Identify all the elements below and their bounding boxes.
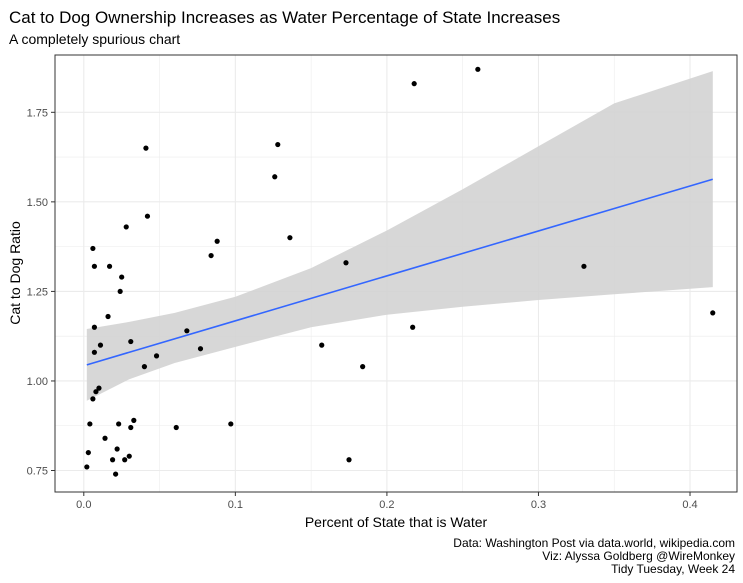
chart-title: Cat to Dog Ownership Increases as Water … — [9, 8, 561, 27]
panel-border — [54, 54, 738, 493]
data-point — [87, 421, 93, 427]
x-tick-label: 0.2 — [379, 499, 394, 511]
data-point — [360, 364, 366, 370]
data-point — [214, 238, 220, 244]
data-point — [141, 364, 148, 370]
data-point — [475, 66, 481, 72]
data-point — [97, 342, 104, 348]
chart-subtitle: A completely spurious chart — [9, 31, 181, 47]
x-axis-title: Percent of State that is Water — [305, 514, 488, 530]
data-point — [411, 81, 417, 87]
data-point — [114, 446, 120, 452]
data-point — [208, 252, 214, 259]
data-point — [106, 263, 113, 269]
data-point — [581, 263, 587, 269]
data-point — [143, 145, 149, 151]
data-point — [128, 424, 134, 431]
data-point — [91, 324, 98, 330]
x-tick-label: 0.1 — [228, 499, 243, 511]
y-tick-label: 1.00 — [27, 376, 48, 388]
y-axis-ticks: 0.75 1.00 1.25 1.50 1.75 — [27, 107, 55, 478]
data-point — [113, 471, 119, 477]
data-point — [85, 449, 91, 456]
data-point — [119, 274, 125, 280]
data-point — [128, 338, 134, 345]
data-point — [117, 288, 123, 295]
data-point — [109, 457, 116, 463]
caption-line-source: Data: Washington Post via data.world, wi… — [453, 536, 735, 550]
data-point — [116, 421, 122, 427]
data-point — [153, 353, 160, 359]
data-point — [343, 260, 349, 266]
data-point — [228, 421, 234, 427]
chart-caption: Data: Washington Post via data.world, wi… — [453, 537, 735, 576]
data-point — [122, 457, 128, 463]
data-point — [90, 245, 96, 252]
y-tick-label: 1.50 — [27, 197, 48, 209]
data-point — [197, 346, 204, 352]
data-point — [93, 389, 99, 395]
data-point — [123, 224, 129, 230]
y-tick-label: 1.75 — [27, 107, 48, 119]
data-point — [96, 385, 102, 391]
data-point — [319, 342, 325, 348]
caption-line-viz: Viz: Alyssa Goldberg @WireMonkey — [542, 549, 735, 563]
data-point — [105, 313, 111, 320]
grid-lines — [55, 55, 737, 492]
x-axis-ticks: 0.0 0.1 0.2 0.3 0.4 — [76, 492, 698, 511]
data-point — [346, 457, 352, 463]
data-point — [184, 328, 190, 334]
data-point — [90, 396, 96, 402]
y-axis-title: Cat to Dog Ratio — [7, 221, 23, 325]
data-point — [102, 435, 108, 441]
data-point — [272, 174, 278, 180]
data-points — [84, 66, 716, 477]
data-point — [144, 213, 151, 219]
caption-line-week: Tidy Tuesday, Week 24 — [611, 562, 735, 576]
x-tick-label: 0.0 — [76, 499, 91, 511]
data-point — [126, 453, 132, 459]
data-point — [131, 417, 137, 423]
x-tick-label: 0.3 — [531, 499, 546, 511]
data-point — [410, 324, 416, 330]
data-point — [710, 310, 716, 316]
x-tick-label: 0.4 — [682, 499, 697, 511]
data-point — [173, 424, 179, 431]
data-point — [84, 464, 90, 470]
y-tick-label: 1.25 — [27, 286, 48, 298]
data-point — [287, 235, 293, 241]
y-tick-label: 0.75 — [27, 466, 48, 478]
data-point — [91, 349, 98, 355]
confidence-band — [86, 71, 713, 401]
data-point — [91, 263, 98, 269]
trend-line — [86, 178, 713, 366]
data-point — [275, 141, 281, 148]
